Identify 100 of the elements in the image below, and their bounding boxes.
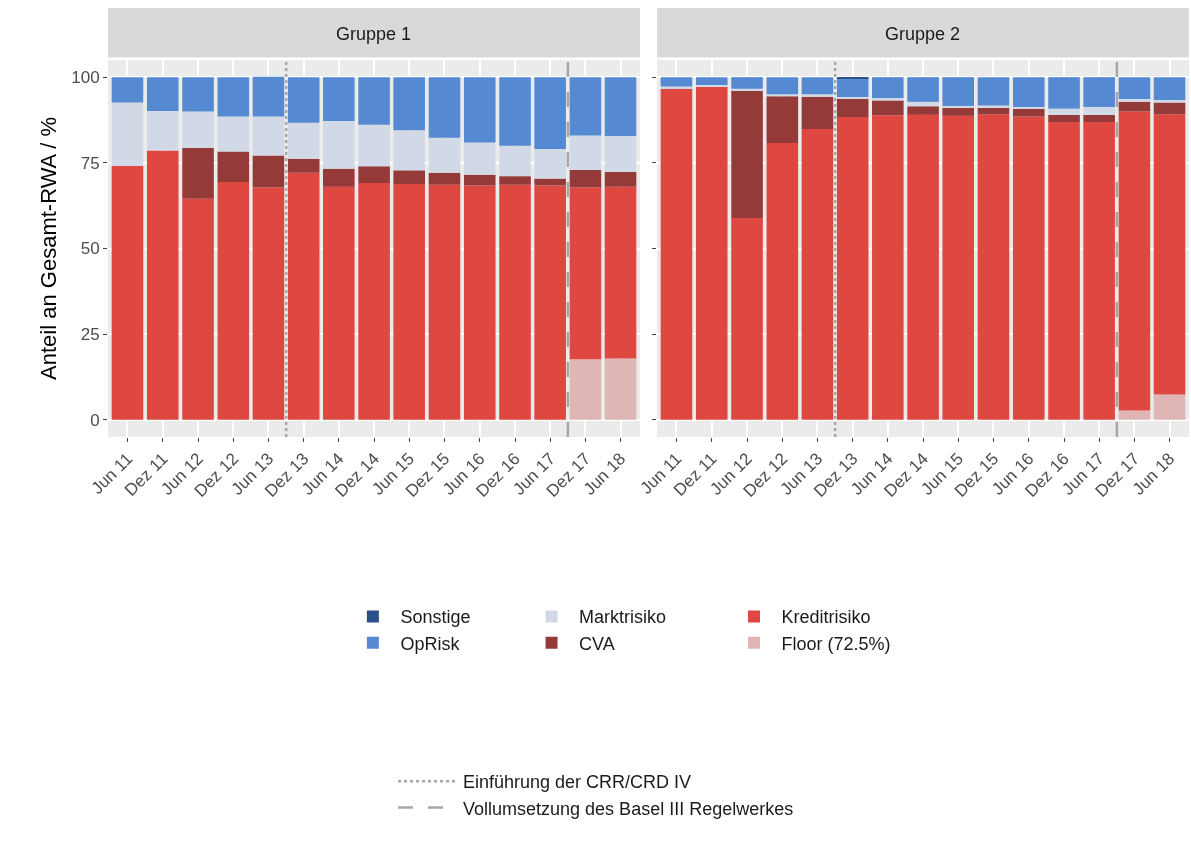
bar <box>358 183 390 420</box>
bar <box>146 77 179 112</box>
bar <box>731 218 763 420</box>
bar <box>604 77 637 137</box>
bar <box>111 165 144 420</box>
bar <box>942 105 974 108</box>
bar <box>1153 102 1186 115</box>
bar <box>731 90 763 218</box>
bar <box>872 115 904 420</box>
bar <box>111 102 144 166</box>
bar <box>252 155 285 188</box>
chart-title: Gruppe 2 <box>885 24 961 44</box>
bar <box>217 77 250 117</box>
bar <box>1118 111 1151 411</box>
legend-label: Kreditrisiko <box>781 607 871 628</box>
bar <box>534 185 566 420</box>
bar <box>1083 114 1115 123</box>
bar <box>977 114 1010 420</box>
bar <box>731 88 763 91</box>
bar <box>907 77 939 102</box>
bar <box>569 170 602 188</box>
bar <box>323 121 355 169</box>
bar <box>252 76 285 117</box>
bar <box>836 99 869 117</box>
bar <box>428 137 461 173</box>
bar <box>836 78 869 98</box>
bar <box>1083 106 1115 115</box>
y-tick-label: 0 <box>90 410 100 430</box>
bar <box>534 149 566 179</box>
bar <box>1153 77 1186 101</box>
bar <box>1012 77 1045 107</box>
bar <box>393 77 425 131</box>
bar <box>569 187 602 360</box>
legend-label: Einführung der CRR/CRD IV <box>463 772 692 793</box>
bar <box>463 77 496 143</box>
bar <box>1012 106 1045 109</box>
bar <box>217 182 250 420</box>
bar <box>907 101 939 107</box>
bar <box>499 77 531 146</box>
bar <box>182 77 214 112</box>
y-tick-label: 50 <box>80 239 100 259</box>
bar <box>731 77 763 89</box>
bar <box>393 130 425 171</box>
bar <box>801 77 834 95</box>
bar <box>1048 77 1080 109</box>
bar <box>872 77 904 99</box>
bar <box>287 158 320 173</box>
bar <box>358 124 390 167</box>
bar <box>217 116 250 152</box>
bar <box>1153 100 1186 103</box>
chart-title: Gruppe 1 <box>336 24 412 44</box>
bar <box>1118 101 1151 112</box>
bar <box>695 77 728 86</box>
bar <box>801 94 834 97</box>
bar <box>393 184 425 420</box>
y-tick-label: 100 <box>71 68 100 88</box>
bar <box>604 136 637 173</box>
bar <box>766 96 799 143</box>
bar <box>942 77 974 106</box>
bar <box>1153 394 1186 420</box>
bar <box>604 358 637 420</box>
bar <box>182 198 214 420</box>
bar <box>1012 116 1045 420</box>
legend-label: OpRisk <box>400 633 461 654</box>
bar <box>358 77 390 125</box>
bar <box>695 86 728 420</box>
bar <box>604 186 637 359</box>
bar <box>872 100 904 116</box>
legend-label: Marktrisiko <box>579 607 667 628</box>
bar <box>428 184 461 420</box>
bar <box>252 116 285 156</box>
bar <box>766 94 799 97</box>
bar <box>569 359 602 420</box>
bar <box>1118 77 1151 100</box>
y-tick-label: 75 <box>80 153 100 173</box>
bar <box>534 77 566 150</box>
bar <box>660 88 693 420</box>
bar <box>907 114 939 420</box>
bar <box>1118 99 1151 102</box>
bar <box>463 185 496 420</box>
bar <box>801 128 834 420</box>
legend-label: Sonstige <box>400 607 471 628</box>
bar <box>942 115 974 420</box>
bar <box>358 166 390 184</box>
bar <box>287 77 320 123</box>
bar <box>1012 108 1045 117</box>
bar <box>463 174 496 186</box>
legend-label: CVA <box>579 633 615 654</box>
bar <box>146 111 179 151</box>
bar <box>146 150 179 420</box>
bar <box>182 148 214 199</box>
bar <box>569 135 602 171</box>
bar <box>463 142 496 175</box>
bar <box>1048 122 1080 420</box>
y-axis-title: Anteil an Gesamt-RWA / % <box>36 117 62 380</box>
bar <box>660 86 693 89</box>
bar <box>801 96 834 129</box>
bar <box>428 77 461 138</box>
bar <box>287 172 320 420</box>
bar <box>499 176 531 185</box>
